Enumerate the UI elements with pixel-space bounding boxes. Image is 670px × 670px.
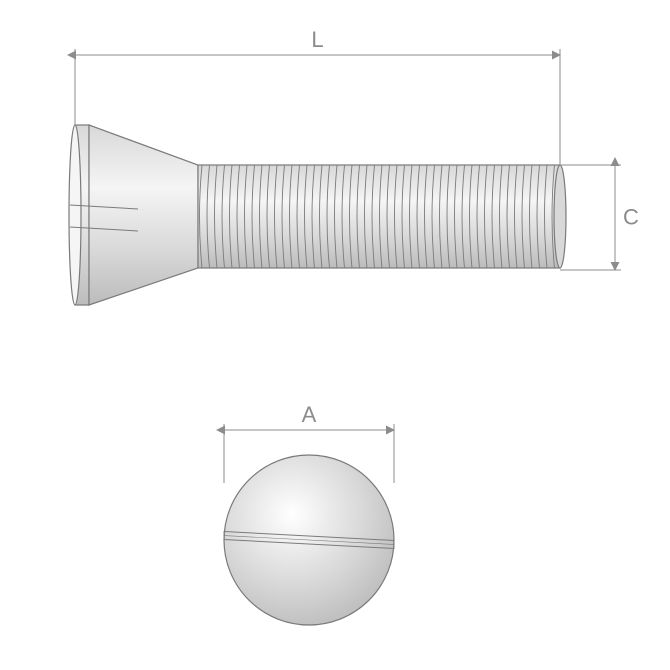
diagram-svg: L C A [0, 0, 670, 670]
dimension-label-L: L [311, 27, 323, 52]
dimension-label-A: A [302, 402, 317, 427]
dimension-label-C: C [623, 205, 639, 230]
screw-technical-diagram: L C A [0, 0, 670, 670]
